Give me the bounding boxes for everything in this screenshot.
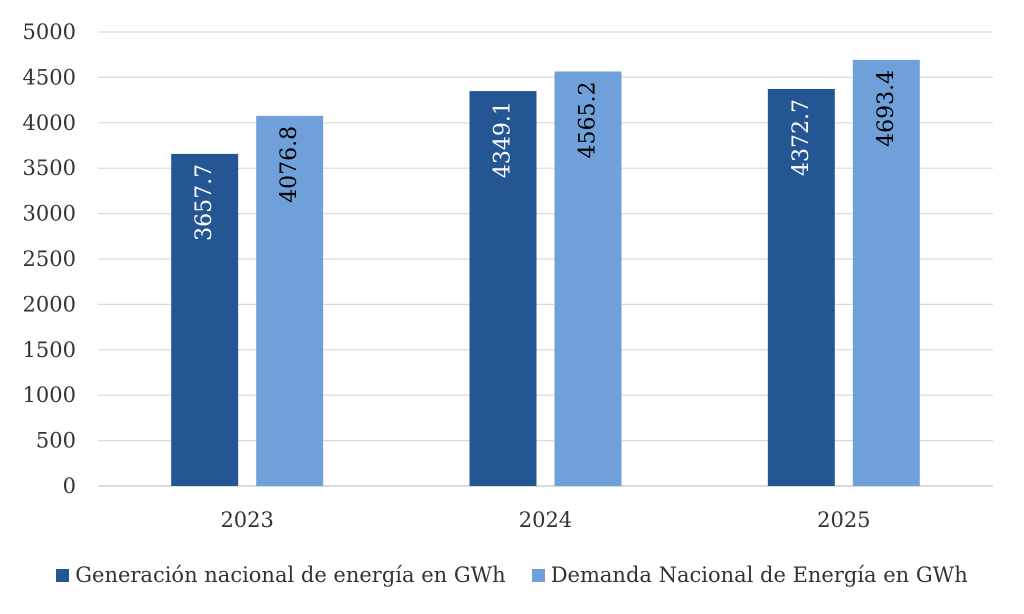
y-tick-label: 500 <box>36 429 76 453</box>
y-tick-label: 4000 <box>23 111 76 135</box>
data-label: 4076.8 <box>277 126 302 203</box>
x-axis-tick-labels: 2023 2024 2025 <box>220 508 870 532</box>
legend-item-generacion: Generación nacional de energía en GWh <box>56 563 506 587</box>
x-tick-label: 2023 <box>220 508 273 532</box>
y-tick-label: 4500 <box>23 65 76 89</box>
legend-swatch-demanda <box>531 568 545 582</box>
data-label: 4693.4 <box>874 70 899 147</box>
bar <box>256 115 324 486</box>
legend-swatch-generacion <box>56 568 70 582</box>
y-axis-tick-labels: 0 500 1000 1500 2000 2500 3000 3500 4000 4500 5000 <box>23 20 76 498</box>
y-tick-label: 5000 <box>23 20 76 44</box>
data-labels: 3657.7 4076.8 4349.1 4565.2 4372.7 4693.4 <box>192 70 899 241</box>
legend-item-demanda: Demanda Nacional de Energía en GWh <box>531 563 968 587</box>
y-tick-label: 2000 <box>23 292 76 316</box>
gridlines <box>98 31 993 487</box>
y-tick-label: 3500 <box>23 156 76 180</box>
data-label: 4565.2 <box>576 81 601 158</box>
bar <box>852 59 920 486</box>
bar <box>171 153 239 486</box>
data-label: 4372.7 <box>789 99 814 176</box>
y-tick-label: 1500 <box>23 338 76 362</box>
bar <box>469 91 537 487</box>
x-tick-label: 2025 <box>817 508 870 532</box>
bar <box>767 88 835 487</box>
data-label: 3657.7 <box>192 164 217 241</box>
legend-label-generacion: Generación nacional de energía en GWh <box>75 563 506 587</box>
y-tick-label: 0 <box>63 474 76 498</box>
y-tick-label: 1000 <box>23 383 76 407</box>
y-tick-label: 2500 <box>23 247 76 271</box>
x-tick-label: 2024 <box>519 508 572 532</box>
bar <box>554 71 622 486</box>
legend: Generación nacional de energía en GWh De… <box>0 560 1024 590</box>
y-tick-label: 3000 <box>23 202 76 226</box>
legend-label-demanda: Demanda Nacional de Energía en GWh <box>550 563 968 587</box>
data-label: 4349.1 <box>491 101 516 178</box>
bars <box>171 59 920 487</box>
